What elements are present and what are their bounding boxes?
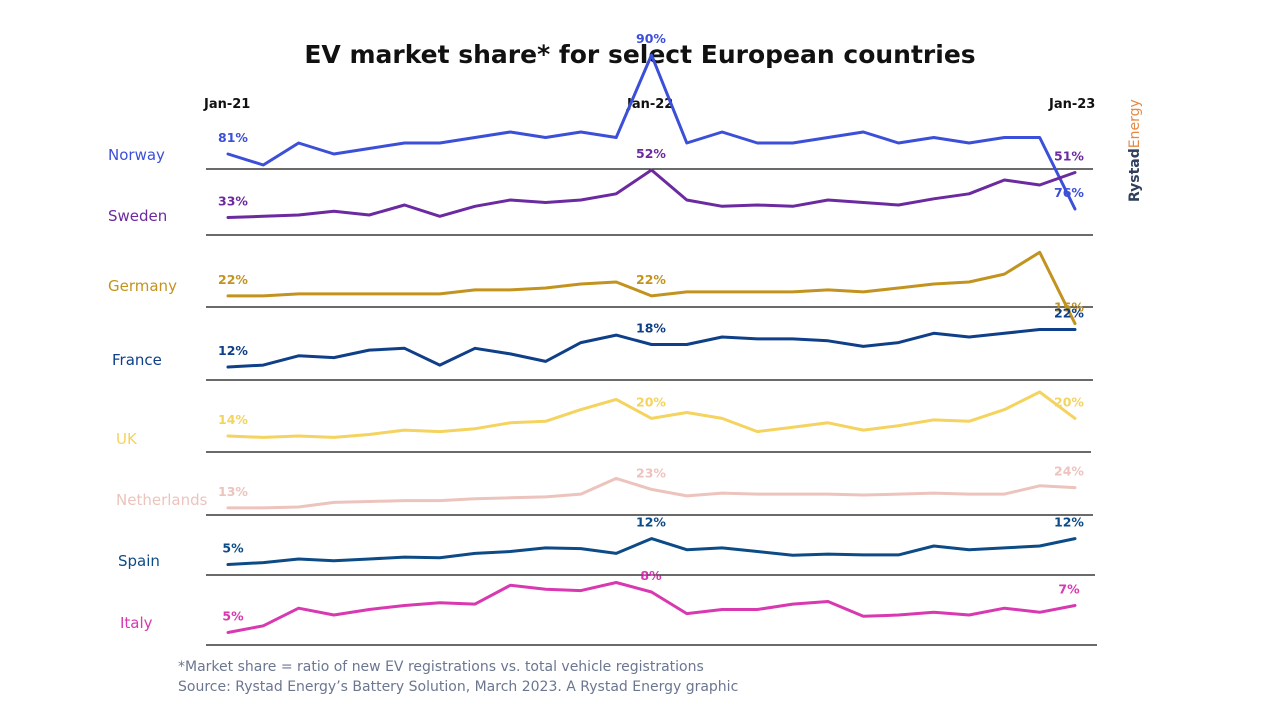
data-label-spain-1: 12%: [636, 515, 666, 530]
country-label-norway: Norway: [108, 146, 165, 164]
series-line-germany: [226, 250, 1077, 326]
data-label-uk-0: 14%: [218, 412, 248, 427]
data-label-norway-0: 81%: [218, 130, 248, 145]
data-label-germany-1: 22%: [636, 272, 666, 287]
data-label-norway-1: 90%: [636, 31, 666, 46]
data-label-germany-0: 22%: [218, 272, 248, 287]
series-line-sweden: [226, 168, 1077, 219]
data-label-italy-1: 8%: [640, 568, 662, 583]
series-line-france: [226, 328, 1077, 369]
data-label-germany-2: 15%: [1054, 300, 1084, 315]
series-line-spain: [226, 537, 1077, 566]
country-label-uk: UK: [116, 430, 137, 448]
source-note: Source: Rystad Energy’s Battery Solution…: [178, 679, 739, 695]
series-line-italy: [226, 581, 1077, 634]
data-label-spain-2: 12%: [1054, 515, 1084, 530]
period-label-end: Jan-23: [1049, 97, 1096, 112]
data-label-sweden-1: 52%: [636, 146, 666, 161]
data-label-sweden-2: 51%: [1054, 149, 1084, 164]
data-label-norway-2: 76%: [1054, 185, 1084, 200]
country-label-france: France: [112, 351, 162, 369]
data-label-france-0: 12%: [218, 343, 248, 358]
period-label-start: Jan-21: [204, 97, 251, 112]
data-label-uk-1: 20%: [636, 394, 666, 409]
country-label-italy: Italy: [120, 614, 153, 632]
data-label-netherlands-1: 23%: [636, 465, 666, 480]
data-label-france-1: 18%: [636, 321, 666, 336]
data-label-spain-0: 5%: [222, 541, 244, 556]
data-label-italy-2: 7%: [1058, 582, 1080, 597]
country-label-netherlands: Netherlands: [116, 491, 208, 509]
data-label-italy-0: 5%: [222, 609, 244, 624]
series-line-uk: [226, 390, 1077, 439]
period-label-mid: Jan-22: [627, 97, 674, 112]
series-line-norway: [226, 53, 1077, 211]
series-line-netherlands: [226, 476, 1077, 510]
data-label-france-2: 22%: [1054, 306, 1084, 321]
data-label-uk-2: 20%: [1054, 394, 1084, 409]
data-label-sweden-0: 33%: [218, 194, 248, 209]
data-label-netherlands-2: 24%: [1054, 464, 1084, 479]
data-label-netherlands-0: 13%: [218, 484, 248, 499]
chart-title: EV market share* for select European cou…: [304, 40, 976, 69]
footnote: *Market share = ratio of new EV registra…: [178, 659, 704, 675]
country-label-sweden: Sweden: [108, 207, 168, 225]
brand-logo: RystadEnergy: [1127, 99, 1143, 202]
country-label-germany: Germany: [108, 277, 177, 295]
country-label-spain: Spain: [118, 552, 160, 570]
